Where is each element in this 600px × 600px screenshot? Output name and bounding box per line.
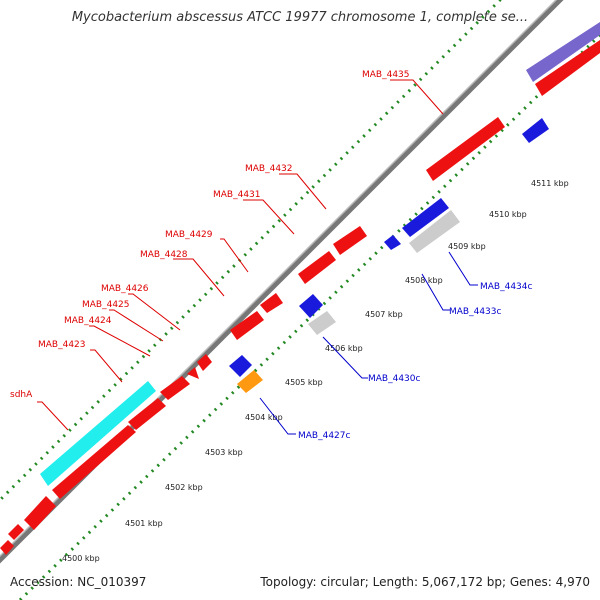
tick-label: 4511 kbp: [531, 179, 569, 188]
gene-feature-red[interactable]: [24, 496, 56, 530]
tick-label: 4504 kbp: [245, 413, 283, 422]
gene-feature-red[interactable]: [535, 40, 600, 96]
gene-label-mab4423[interactable]: MAB_4423: [38, 340, 86, 350]
tick-label: 4508 kbp: [405, 276, 443, 285]
gene-feature-blue[interactable]: [522, 118, 549, 143]
gene-label-mab4424[interactable]: MAB_4424: [64, 316, 112, 326]
tick-labels: 4500 kbp 4501 kbp 4502 kbp 4503 kbp 4504…: [62, 179, 569, 563]
tick-label: 4502 kbp: [165, 483, 203, 492]
gene-label-mab4434c[interactable]: MAB_4434c: [480, 282, 533, 292]
gene-feature-red[interactable]: [128, 398, 166, 430]
genome-summary: Topology: circular; Length: 5,067,172 bp…: [260, 575, 590, 589]
tick-label: 4506 kbp: [325, 344, 363, 353]
gene-label-sdha[interactable]: sdhA: [10, 390, 33, 400]
gene-feature-red[interactable]: [187, 367, 199, 379]
accession-text: Accession: NC_010397: [10, 575, 147, 589]
gene-feature-blue[interactable]: [402, 198, 449, 237]
reverse-callouts: [259, 251, 478, 435]
gene-feature-gray[interactable]: [308, 311, 336, 335]
forward-callouts: [37, 79, 444, 431]
gene-feature-purple[interactable]: [526, 22, 600, 82]
forward-gene-labels: sdhA MAB_4423 MAB_4424 MAB_4425 MAB_4426…: [10, 70, 410, 400]
gene-label-mab4426[interactable]: MAB_4426: [101, 284, 149, 294]
reverse-gene-labels: MAB_4427c MAB_4430c MAB_4433c MAB_4434c: [298, 282, 533, 441]
gene-feature-red[interactable]: [8, 524, 24, 540]
forward-strand-features: [0, 22, 600, 555]
gene-feature-cyan[interactable]: [40, 381, 156, 486]
tick-label: 4505 kbp: [285, 378, 323, 387]
gene-feature-red[interactable]: [333, 226, 367, 255]
gene-label-mab4428[interactable]: MAB_4428: [140, 250, 188, 260]
gene-feature-blue[interactable]: [384, 235, 401, 250]
gene-feature-red[interactable]: [160, 376, 190, 400]
tick-label: 4500 kbp: [62, 554, 100, 563]
gene-feature-red[interactable]: [426, 117, 505, 181]
gene-label-mab4430c[interactable]: MAB_4430c: [368, 374, 421, 384]
gene-feature-red[interactable]: [0, 540, 14, 555]
gene-feature-red[interactable]: [260, 293, 283, 313]
gene-label-mab4435[interactable]: MAB_4435: [362, 70, 410, 80]
gene-feature-red[interactable]: [230, 311, 264, 340]
tick-label: 4509 kbp: [448, 242, 486, 251]
gene-label-mab4427c[interactable]: MAB_4427c: [298, 431, 351, 441]
map-title: Mycobacterium abscessus ATCC 19977 chrom…: [71, 10, 529, 25]
gene-feature-blue[interactable]: [299, 294, 323, 318]
gene-label-mab4431[interactable]: MAB_4431: [213, 190, 261, 200]
gene-feature-blue[interactable]: [229, 355, 252, 377]
gene-feature-red[interactable]: [197, 354, 212, 371]
tick-label: 4503 kbp: [205, 448, 243, 457]
gene-label-mab4432[interactable]: MAB_4432: [245, 164, 293, 174]
tick-label: 4510 kbp: [489, 210, 527, 219]
gene-label-mab4433c[interactable]: MAB_4433c: [449, 307, 502, 317]
tick-label: 4507 kbp: [365, 310, 403, 319]
tick-label: 4501 kbp: [125, 519, 163, 528]
gene-label-mab4429[interactable]: MAB_4429: [165, 230, 213, 240]
gene-feature-gray[interactable]: [409, 210, 460, 253]
gene-feature-red[interactable]: [52, 425, 136, 499]
reverse-strand-features: [229, 118, 549, 393]
gene-feature-red[interactable]: [298, 251, 336, 284]
gene-label-mab4425[interactable]: MAB_4425: [82, 300, 130, 310]
gene-feature-orange[interactable]: [237, 370, 263, 393]
